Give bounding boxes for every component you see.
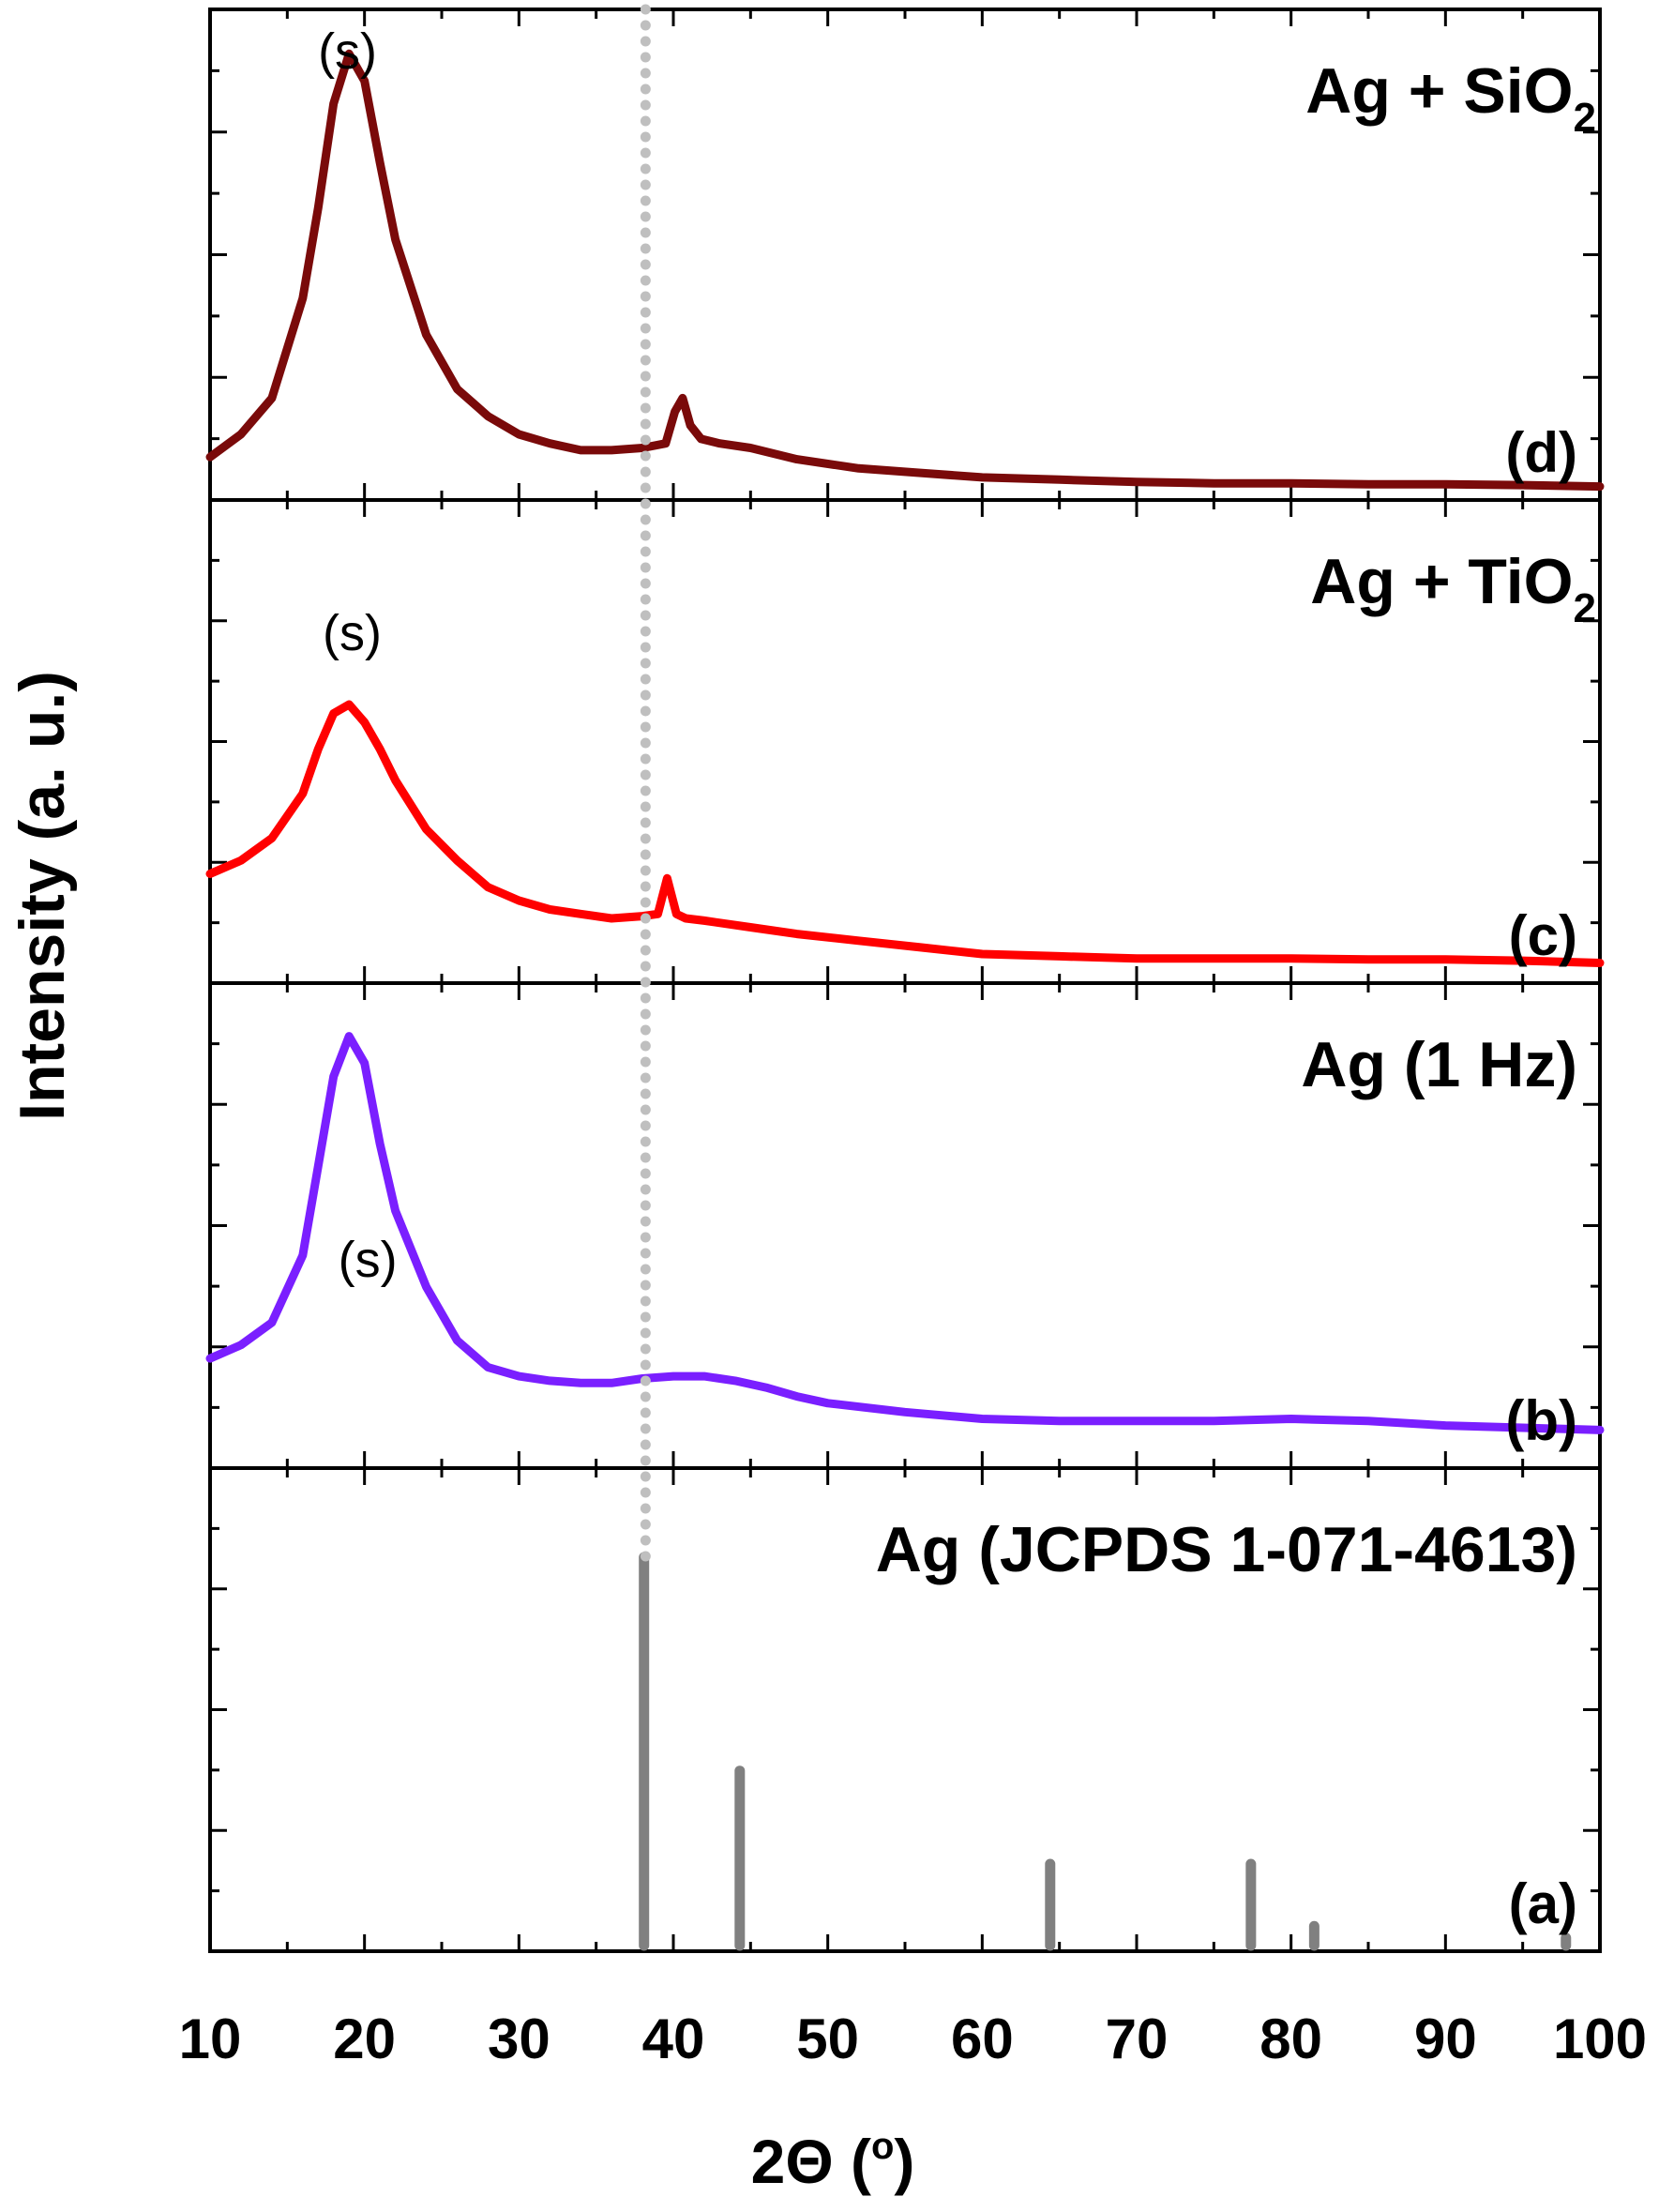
panel-b	[205, 981, 1605, 1470]
x-tick-label: 100	[1553, 2007, 1647, 2070]
x-axis-label-close: )	[894, 2127, 914, 2196]
panel-title-text: Ag + TiO	[1310, 546, 1573, 617]
panel-a	[208, 1466, 1602, 1953]
series-line-d	[205, 49, 1605, 492]
panel-label-d: (d)	[1505, 421, 1577, 484]
substrate-annotation-d: (s)	[318, 23, 377, 80]
text-layer: Intensity (a. u.) 2Θ (o) Ag + SiO2(d)(s)…	[7, 23, 1647, 2196]
panel-label-a: (a)	[1509, 1872, 1577, 1935]
series-line-b	[205, 1032, 1605, 1434]
x-tick-label: 70	[1106, 2007, 1169, 2070]
x-tick-label: 50	[796, 2007, 859, 2070]
panel-title-d: Ag + SiO2	[1305, 55, 1596, 141]
x-tick-label: 40	[642, 2007, 705, 2070]
substrate-annotation-b: (s)	[339, 1232, 398, 1288]
substrate-annotation-c: (s)	[323, 605, 382, 661]
x-axis-label-sup: o	[871, 2126, 894, 2167]
panel-title-text: Ag (1 Hz)	[1301, 1029, 1577, 1100]
x-tick-label: 60	[951, 2007, 1014, 2070]
x-tick-label: 20	[333, 2007, 396, 2070]
panel-title-subscript: 2	[1574, 585, 1596, 631]
x-tick-label: 10	[179, 2007, 242, 2070]
panel-label-c: (c)	[1509, 904, 1577, 967]
x-axis-label-text: 2Θ (	[751, 2127, 871, 2196]
x-tick-label: 80	[1259, 2007, 1322, 2070]
panel-title-c: Ag + TiO2	[1310, 546, 1596, 631]
panel-title-subscript: 2	[1574, 95, 1596, 141]
series-line-c	[205, 700, 1605, 967]
x-tick-label: 90	[1414, 2007, 1477, 2070]
x-axis-label: 2Θ (o)	[751, 2126, 915, 2196]
panel-title-b: Ag (1 Hz)	[1301, 1029, 1577, 1100]
panel-title-text: Ag (JCPDS 1-071-4613)	[876, 1514, 1577, 1585]
plot-area	[205, 4, 1605, 1953]
panel-label-b: (b)	[1505, 1389, 1577, 1452]
y-axis-label: Intensity (a. u.)	[7, 671, 78, 1121]
panel-title-text: Ag + SiO	[1305, 55, 1573, 127]
panel-title-a: Ag (JCPDS 1-071-4613)	[876, 1514, 1577, 1585]
x-tick-label: 30	[488, 2007, 550, 2070]
